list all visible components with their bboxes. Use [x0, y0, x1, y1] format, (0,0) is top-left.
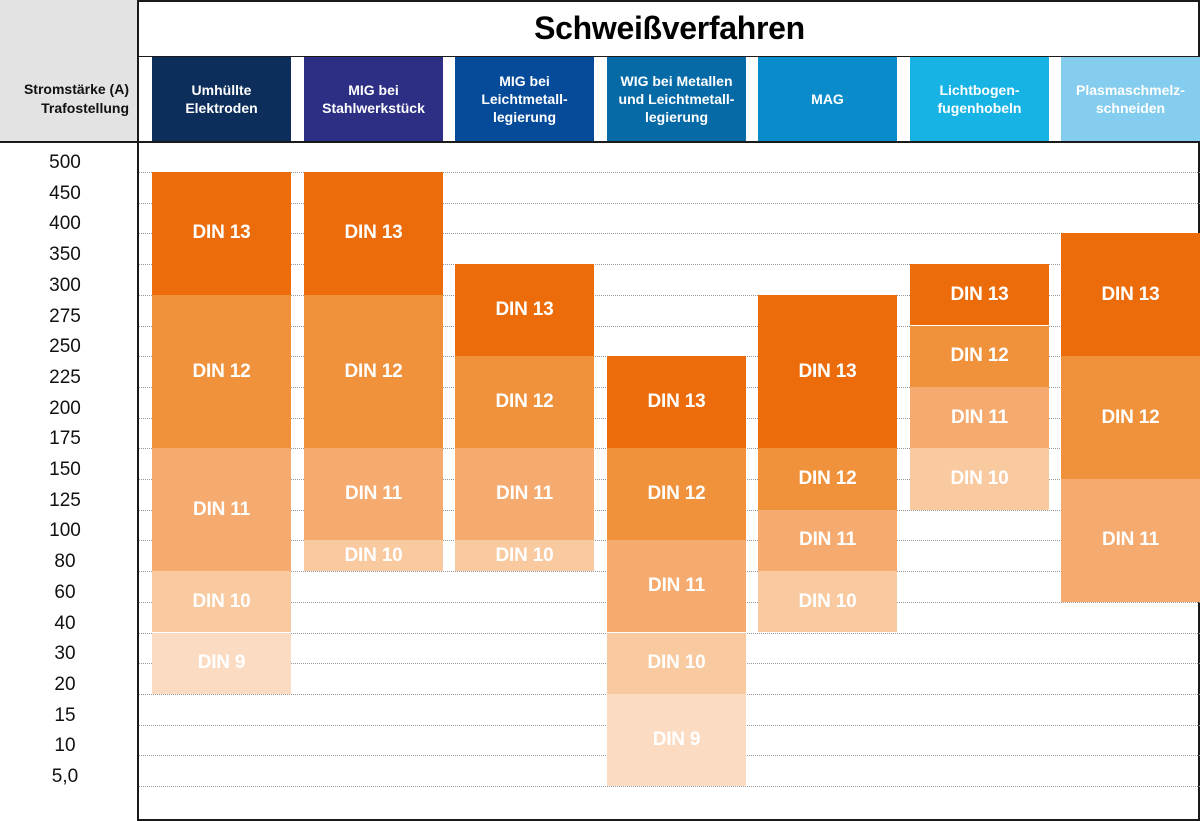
- din-band: DIN 11: [304, 448, 443, 541]
- din-band: DIN 13: [455, 264, 594, 357]
- axis-header-cell: Stromstärke (A) Trafostellung: [0, 0, 139, 143]
- din-band: DIN 10: [910, 448, 1049, 510]
- din-band: DIN 11: [607, 540, 746, 633]
- y-tick-label: 275: [49, 305, 81, 327]
- y-tick-label: 30: [54, 643, 76, 665]
- din-band: DIN 11: [758, 509, 897, 572]
- din-band: DIN 9: [607, 693, 746, 786]
- din-band: DIN 11: [1061, 479, 1200, 602]
- din-band: DIN 12: [304, 294, 443, 449]
- din-band: DIN 12: [152, 294, 291, 449]
- gridline: [139, 294, 1200, 296]
- din-band: DIN 13: [758, 294, 897, 449]
- y-tick-label: 125: [49, 489, 81, 511]
- y-tick-label: 175: [49, 428, 81, 450]
- din-band: DIN 12: [1061, 356, 1200, 479]
- header-divider: [139, 56, 1200, 57]
- y-tick-label: 40: [54, 612, 76, 634]
- y-tick-label: 450: [49, 182, 81, 204]
- din-band: DIN 13: [152, 172, 291, 295]
- column-header: Plasmaschmelz-schneiden: [1061, 57, 1200, 141]
- y-tick-label: 350: [49, 244, 81, 266]
- y-tick-label: 225: [49, 366, 81, 388]
- gridline: [139, 202, 1200, 204]
- y-axis-label-line2: Trafostellung: [41, 100, 129, 116]
- din-band: DIN 9: [152, 632, 291, 694]
- din-band: DIN 11: [910, 386, 1049, 449]
- y-axis-label-line1: Stromstärke (A): [23, 81, 129, 97]
- y-tick-label: 15: [54, 704, 76, 726]
- column-header: MAG: [758, 57, 897, 141]
- din-band: DIN 12: [607, 448, 746, 541]
- y-tick-label: 300: [49, 274, 81, 296]
- y-tick-label: 20: [54, 673, 76, 695]
- din-band: DIN 10: [152, 571, 291, 633]
- din-band: DIN 12: [758, 448, 897, 510]
- din-band: DIN 11: [152, 448, 291, 572]
- column-header: MIG bei Leichtmetall-legierung: [455, 57, 594, 141]
- y-tick-label: 80: [54, 551, 76, 573]
- column-header: Lichtbogen-fugenhobeln: [910, 57, 1049, 141]
- din-band: DIN 12: [910, 325, 1049, 387]
- y-tick-label: 60: [54, 581, 76, 603]
- gridline: [139, 325, 1200, 327]
- din-band: DIN 10: [304, 540, 443, 572]
- gridline: [139, 786, 1200, 787]
- gridline: [139, 264, 1200, 266]
- din-band: DIN 13: [910, 264, 1049, 326]
- y-tick-label: 200: [49, 397, 81, 419]
- din-band: DIN 10: [758, 571, 897, 633]
- y-tick-label: 10: [54, 735, 76, 757]
- din-band: DIN 13: [607, 356, 746, 449]
- y-tick-label: 250: [49, 336, 81, 358]
- din-band: DIN 10: [607, 632, 746, 694]
- gridline: [139, 172, 1200, 173]
- y-tick-label: 5,0: [51, 766, 79, 787]
- y-tick-label: 400: [49, 213, 81, 235]
- din-band: DIN 10: [455, 540, 594, 572]
- gridline: [139, 233, 1200, 235]
- din-band: DIN 12: [455, 356, 594, 449]
- header-bottom-border: [139, 141, 1200, 143]
- y-axis-label: Stromstärke (A) Trafostellung: [24, 80, 129, 118]
- column-header: WIG bei Metallen und Leichtmetall-legieru…: [607, 57, 746, 141]
- din-band: DIN 11: [455, 448, 594, 541]
- column-header: MIG bei Stahlwerkstück: [304, 57, 443, 141]
- y-tick-label: 100: [49, 520, 81, 542]
- din-band: DIN 13: [304, 172, 443, 295]
- din-band: DIN 13: [1061, 233, 1200, 357]
- y-axis: 500 450 400 350 300 275 250 225 200 175 150 125 100 8…: [0, 143, 139, 821]
- chart-title: Schweißverfahren: [534, 10, 805, 46]
- column-header: Umhüllte Elektroden: [152, 57, 291, 141]
- y-tick-label: 500: [49, 152, 81, 173]
- y-tick-label: 150: [49, 459, 81, 480]
